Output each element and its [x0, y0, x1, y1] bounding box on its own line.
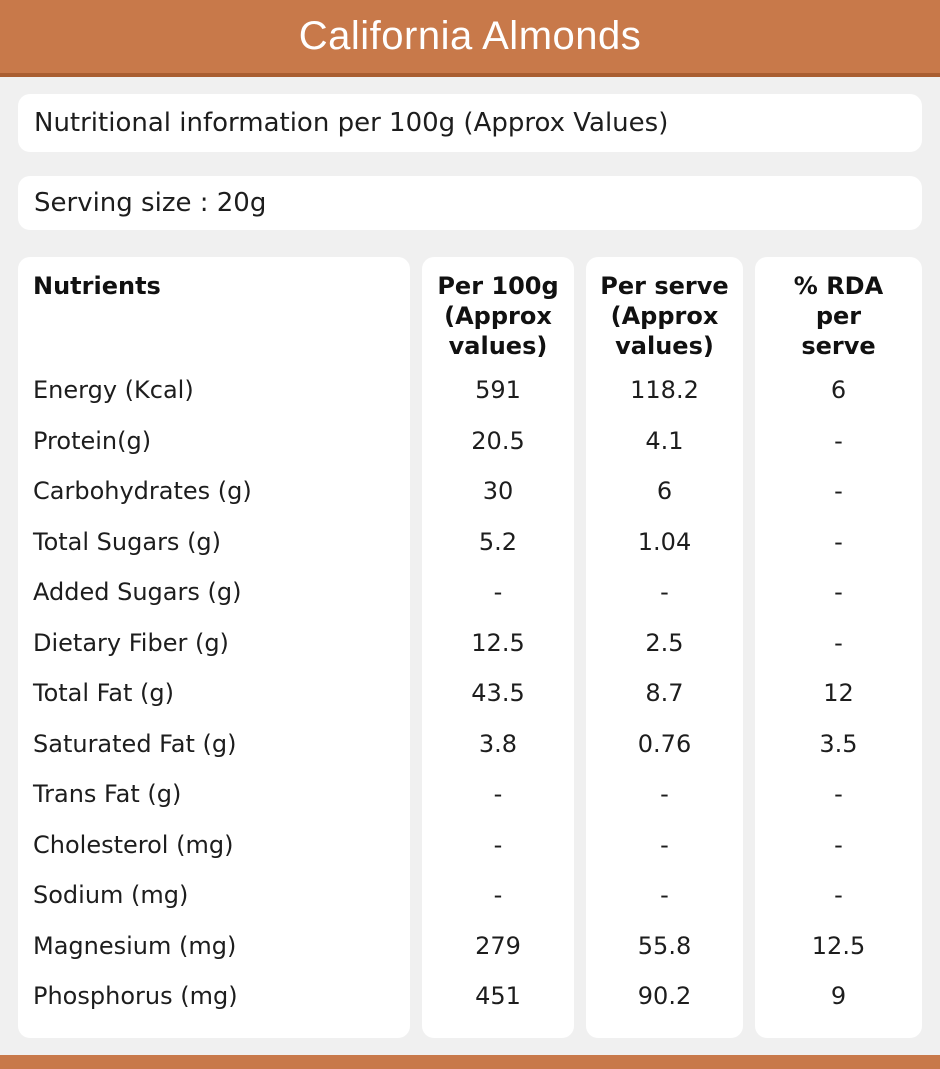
per-serve-value: 55.8: [637, 931, 692, 960]
info-bar-text: Nutritional information per 100g (Approx…: [34, 108, 669, 138]
per-serve-value: -: [660, 830, 669, 859]
per100g-value: 12.5: [471, 628, 525, 657]
per-serve-value: 1.04: [637, 527, 692, 556]
header-bar: California Almonds: [0, 0, 940, 77]
nutrient-label: Cholesterol (mg): [33, 830, 234, 859]
column-header-rda: % RDA per serve: [793, 272, 884, 360]
column-rda-per-serve: % RDA per serve 6 - - - - - 12 3.5 - - -…: [755, 257, 922, 1038]
column-per-100g: Per 100g (Approx values) 591 20.5 30 5.2…: [422, 257, 574, 1038]
per100g-value: -: [493, 780, 503, 809]
page-title: California Almonds: [298, 14, 642, 58]
per100g-value: 3.8: [478, 729, 518, 758]
nutrient-label: Protein(g): [33, 426, 152, 455]
per100g-value: -: [493, 578, 503, 607]
per-serve-value: 6: [656, 477, 673, 506]
nutrient-label: Energy (Kcal): [33, 376, 194, 405]
per-serve-value: 8.7: [645, 679, 684, 708]
info-bar: Nutritional information per 100g (Approx…: [18, 94, 922, 152]
column-header-nutrients: Nutrients: [33, 272, 161, 300]
rda-value: 12.5: [811, 931, 866, 960]
column-nutrients: Nutrients Energy (Kcal) Protein(g) Carbo…: [18, 257, 410, 1038]
per100g-value: 591: [475, 376, 521, 405]
rda-value: -: [834, 578, 843, 607]
nutrition-table: Nutrients Energy (Kcal) Protein(g) Carbo…: [18, 257, 922, 1038]
per-serve-value: 90.2: [637, 982, 692, 1011]
per100g-value: -: [493, 830, 503, 859]
nutrient-label: Trans Fat (g): [33, 780, 182, 809]
per100g-value: 30: [482, 477, 514, 506]
nutrient-label: Phosphorus (mg): [33, 982, 238, 1011]
per-serve-value: 4.1: [645, 426, 684, 455]
per-serve-value: -: [660, 578, 669, 607]
per100g-value: 279: [475, 931, 521, 960]
rda-value: -: [834, 628, 843, 657]
rda-value: 12: [823, 679, 854, 708]
nutrient-label: Total Sugars (g): [33, 527, 222, 556]
nutrient-label: Total Fat (g): [33, 679, 174, 708]
column-per-serve: Per serve (Approx values) 118.2 4.1 6 1.…: [586, 257, 743, 1038]
per-serve-value: 0.76: [637, 729, 692, 758]
rda-value: 6: [830, 376, 847, 405]
rda-value: -: [834, 830, 843, 859]
per-serve-value: 118.2: [630, 376, 699, 405]
per100g-value: 20.5: [471, 426, 525, 455]
column-header-per-serve: Per serve (Approx values): [600, 272, 729, 360]
rda-value: 9: [830, 982, 847, 1011]
nutrient-label: Dietary Fiber (g): [33, 628, 229, 657]
serving-size-text: Serving size : 20g: [34, 188, 267, 218]
rda-value: -: [834, 477, 843, 506]
per100g-value: 5.2: [478, 527, 518, 556]
per-serve-value: 2.5: [645, 628, 684, 657]
rda-value: -: [834, 426, 843, 455]
nutrient-label: Magnesium (mg): [33, 931, 237, 960]
per100g-value: 451: [475, 982, 521, 1011]
footer-bar: [0, 1055, 940, 1069]
rda-value: -: [834, 881, 843, 910]
rda-value: -: [834, 780, 843, 809]
nutrient-label: Saturated Fat (g): [33, 729, 237, 758]
per-serve-value: -: [660, 780, 669, 809]
per100g-value: -: [493, 881, 503, 910]
nutrient-label: Carbohydrates (g): [33, 477, 252, 506]
nutrient-label: Added Sugars (g): [33, 578, 242, 607]
rda-value: -: [834, 527, 843, 556]
nutrient-label: Sodium (mg): [33, 881, 189, 910]
column-header-per-100g: Per 100g (Approx values): [437, 272, 559, 360]
rda-value: 3.5: [819, 729, 858, 758]
serving-size-bar: Serving size : 20g: [18, 176, 922, 230]
per100g-value: 43.5: [471, 679, 525, 708]
per-serve-value: -: [660, 881, 669, 910]
